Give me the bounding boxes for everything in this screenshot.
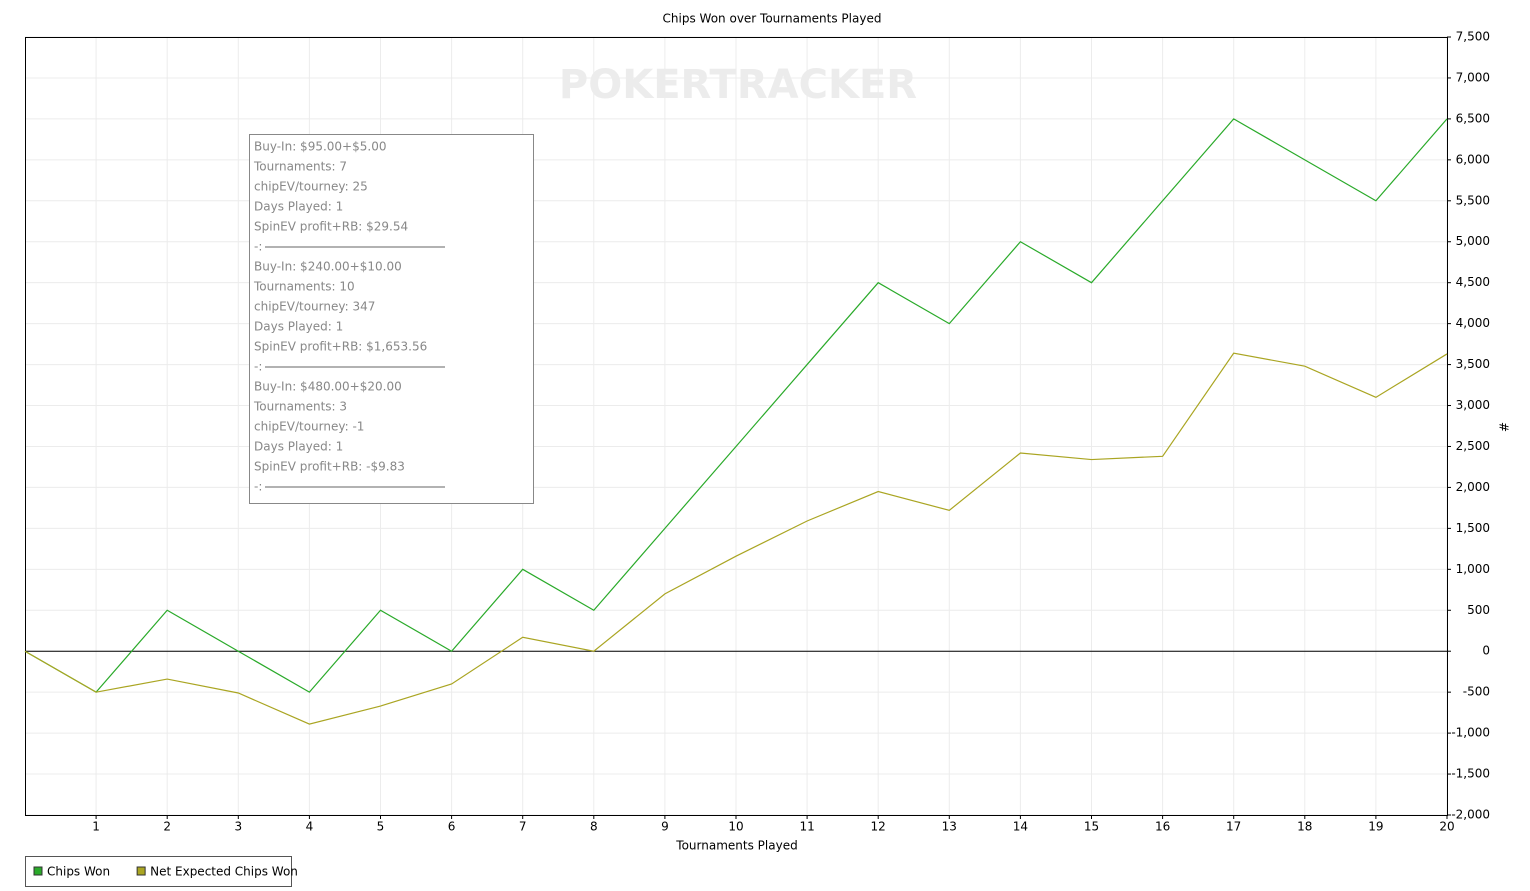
info-line: Days Played: 1 <box>254 320 343 334</box>
y-tick-label: 500 <box>1467 603 1490 617</box>
info-box <box>249 134 534 504</box>
y-tick-label: 1,500 <box>1456 521 1490 535</box>
y-tick-label: -1,500 <box>1451 767 1490 781</box>
info-line: chipEV/tourney: 25 <box>254 180 368 194</box>
x-tick-label: 4 <box>306 820 314 834</box>
chart-title: Chips Won over Tournaments Played <box>663 12 882 26</box>
legend <box>25 856 292 887</box>
info-line: Buy-In: $95.00+$5.00 <box>254 140 386 154</box>
legend-swatch <box>136 866 146 876</box>
y-tick-label: 7,500 <box>1456 30 1490 44</box>
info-line: -: <box>254 360 262 374</box>
x-tick-label: 13 <box>942 820 957 834</box>
x-tick-label: 15 <box>1084 820 1099 834</box>
y-axis-label: # <box>1497 422 1511 432</box>
legend-label: Chips Won <box>47 865 110 879</box>
info-line: SpinEV profit+RB: -$9.83 <box>254 460 405 474</box>
x-tick-label: 12 <box>871 820 886 834</box>
y-tick-label: 5,000 <box>1456 234 1490 248</box>
y-tick-label: 7,000 <box>1456 70 1490 84</box>
legend-swatch <box>33 866 43 876</box>
info-line: Tournaments: 7 <box>253 160 347 174</box>
x-tick-label: 10 <box>728 820 743 834</box>
x-tick-label: 1 <box>92 820 100 834</box>
x-axis-label: Tournaments Played <box>675 839 797 853</box>
x-tick-label: 14 <box>1013 820 1028 834</box>
info-line: SpinEV profit+RB: $1,653.56 <box>254 340 427 354</box>
y-tick-label: 0 <box>1482 644 1490 658</box>
x-tick-label: 3 <box>234 820 242 834</box>
x-tick-label: 6 <box>448 820 456 834</box>
x-tick-label: 18 <box>1297 820 1312 834</box>
info-line: SpinEV profit+RB: $29.54 <box>254 220 408 234</box>
y-tick-label: 2,000 <box>1456 480 1490 494</box>
x-tick-label: 19 <box>1368 820 1383 834</box>
y-tick-label: 1,000 <box>1456 562 1490 576</box>
y-tick-label: 3,500 <box>1456 357 1490 371</box>
info-line: Tournaments: 3 <box>253 400 347 414</box>
x-tick-label: 16 <box>1155 820 1170 834</box>
y-tick-label: -2,000 <box>1451 808 1490 822</box>
info-line: Tournaments: 10 <box>253 280 355 294</box>
info-line: chipEV/tourney: -1 <box>254 420 364 434</box>
y-tick-label: -1,000 <box>1451 726 1490 740</box>
y-tick-label: 5,500 <box>1456 193 1490 207</box>
y-tick-label: 3,000 <box>1456 398 1490 412</box>
x-tick-label: 2 <box>163 820 171 834</box>
x-tick-label: 5 <box>377 820 385 834</box>
x-tick-label: 8 <box>590 820 598 834</box>
y-tick-label: 6,000 <box>1456 152 1490 166</box>
info-line: Buy-In: $240.00+$10.00 <box>254 260 402 274</box>
y-tick-label: 4,000 <box>1456 316 1490 330</box>
y-tick-label: 4,500 <box>1456 275 1490 289</box>
watermark: POKERTRACKER <box>559 62 917 108</box>
info-line: Days Played: 1 <box>254 440 343 454</box>
series-line <box>24 352 1448 725</box>
y-tick-label: 2,500 <box>1456 439 1490 453</box>
info-line: chipEV/tourney: 347 <box>254 300 375 314</box>
x-tick-label: 20 <box>1439 820 1454 834</box>
info-line: -: <box>254 480 262 494</box>
x-tick-label: 17 <box>1226 820 1241 834</box>
x-tick-label: 7 <box>519 820 527 834</box>
legend-label: Net Expected Chips Won <box>150 865 298 879</box>
x-tick-label: 9 <box>661 820 669 834</box>
y-tick-label: 6,500 <box>1456 111 1490 125</box>
y-tick-label: -500 <box>1463 685 1490 699</box>
series-line <box>24 118 1448 693</box>
info-line: -: <box>254 240 262 254</box>
info-line: Buy-In: $480.00+$20.00 <box>254 380 402 394</box>
info-line: Days Played: 1 <box>254 200 343 214</box>
x-tick-label: 11 <box>799 820 814 834</box>
